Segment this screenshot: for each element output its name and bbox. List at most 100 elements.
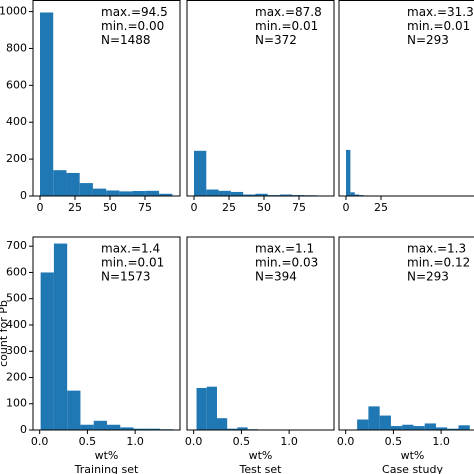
bar — [435, 427, 448, 430]
bar — [53, 243, 68, 430]
axes-frame — [186, 236, 335, 431]
annotation: max.=1.3 — [407, 242, 466, 256]
annotation: min.=0.01 — [101, 256, 164, 270]
x-tick-label: 1.0 — [280, 435, 298, 448]
y-tick-label: 500 — [6, 292, 27, 305]
bar — [227, 428, 238, 430]
bar — [120, 427, 134, 430]
bar — [159, 193, 173, 196]
axes-frame — [338, 236, 474, 431]
annotation: N=1488 — [101, 33, 151, 47]
annotation: min.=0.01 — [407, 19, 470, 33]
bar — [237, 427, 248, 430]
panel-title: Case study — [382, 463, 443, 474]
x-tick-label: 1.0 — [126, 435, 144, 448]
bar — [413, 426, 425, 430]
y-tick-label: 700 — [6, 239, 27, 252]
y-tick-label: 200 — [6, 370, 27, 383]
x-tick-label: 0.0 — [185, 435, 203, 448]
bar — [106, 190, 120, 196]
annotation: max.=87.8 — [255, 5, 322, 19]
x-tick-label: 25 — [222, 201, 236, 214]
y-tick-label: 400 — [6, 115, 27, 128]
bar — [40, 272, 54, 430]
bar — [216, 418, 228, 430]
y-axis-label: count for Pb — [0, 300, 10, 367]
x-tick-label: 0.0 — [337, 435, 355, 448]
x-tick-label: 0.5 — [79, 435, 97, 448]
x-axis-label: wt% — [95, 449, 119, 462]
x-axis-label: wt% — [401, 449, 425, 462]
y-tick-label: 300 — [6, 344, 27, 357]
annotation: N=1573 — [101, 270, 151, 284]
bar — [92, 188, 107, 196]
panel-title: Training set — [74, 463, 139, 474]
y-tick-label: 0 — [20, 189, 27, 202]
bar — [145, 190, 160, 196]
bar — [379, 415, 391, 430]
bar — [79, 183, 93, 196]
annotation: max.=1.1 — [255, 242, 314, 256]
bar — [93, 420, 107, 430]
bar — [67, 390, 81, 430]
axes-frame — [338, 0, 474, 197]
x-tick-label: 75 — [138, 201, 152, 214]
annotation: N=372 — [255, 33, 297, 47]
bar — [206, 189, 219, 196]
y-tick-label: 600 — [6, 78, 27, 91]
bar — [350, 192, 355, 196]
annotation: min.=0.01 — [255, 19, 318, 33]
bar — [368, 406, 380, 430]
annotation: N=293 — [407, 270, 449, 284]
annotation: min.=0.03 — [255, 256, 318, 270]
bar — [133, 428, 147, 430]
bar — [447, 428, 459, 430]
x-tick-label: 0.5 — [233, 435, 251, 448]
bar — [357, 419, 369, 430]
x-tick-label: 0.5 — [385, 435, 403, 448]
bar — [346, 149, 351, 196]
bar — [280, 194, 293, 196]
bar — [458, 425, 470, 430]
x-tick-label: 50 — [103, 201, 117, 214]
y-tick-label: 800 — [6, 41, 27, 54]
y-tick-label: 1000 — [0, 5, 27, 18]
y-tick-label: 600 — [6, 265, 27, 278]
panel-title: Test set — [239, 463, 283, 474]
bar — [424, 423, 436, 430]
bar — [196, 387, 207, 430]
bar — [390, 426, 403, 430]
x-tick-label: 0 — [343, 201, 350, 214]
annotation: min.=0.00 — [101, 19, 164, 33]
x-tick-label: 1.0 — [432, 435, 450, 448]
y-tick-label: 200 — [6, 152, 27, 165]
annotation: N=394 — [255, 270, 297, 284]
bar — [146, 428, 161, 430]
bar — [402, 424, 414, 430]
bar — [132, 191, 146, 196]
bar — [218, 190, 231, 196]
x-tick-label: 25 — [374, 201, 388, 214]
x-tick-label: 75 — [292, 201, 306, 214]
annotation: max.=94.5 — [101, 5, 168, 19]
axes-frame — [32, 0, 181, 197]
annotation: N=293 — [407, 33, 449, 47]
x-tick-label: 0 — [37, 201, 44, 214]
bar — [206, 386, 217, 430]
annotation: min.=0.12 — [407, 256, 470, 270]
y-tick-label: 100 — [6, 397, 27, 410]
annotation: max.=1.4 — [101, 242, 160, 256]
bar — [40, 12, 54, 197]
x-tick-label: 0.0 — [31, 435, 49, 448]
bar — [80, 424, 94, 430]
axes-frame — [186, 0, 335, 197]
bar — [106, 424, 121, 430]
bar — [255, 193, 268, 196]
y-tick-label: 400 — [6, 318, 27, 331]
x-tick-label: 50 — [257, 201, 271, 214]
axes-frame — [32, 236, 181, 431]
x-axis-label: wt% — [249, 449, 273, 462]
bar — [66, 172, 80, 196]
bar — [119, 191, 133, 196]
